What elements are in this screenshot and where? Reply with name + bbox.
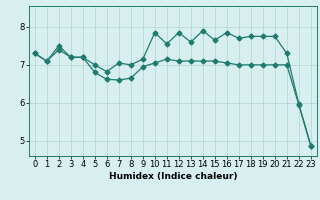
- X-axis label: Humidex (Indice chaleur): Humidex (Indice chaleur): [108, 172, 237, 181]
